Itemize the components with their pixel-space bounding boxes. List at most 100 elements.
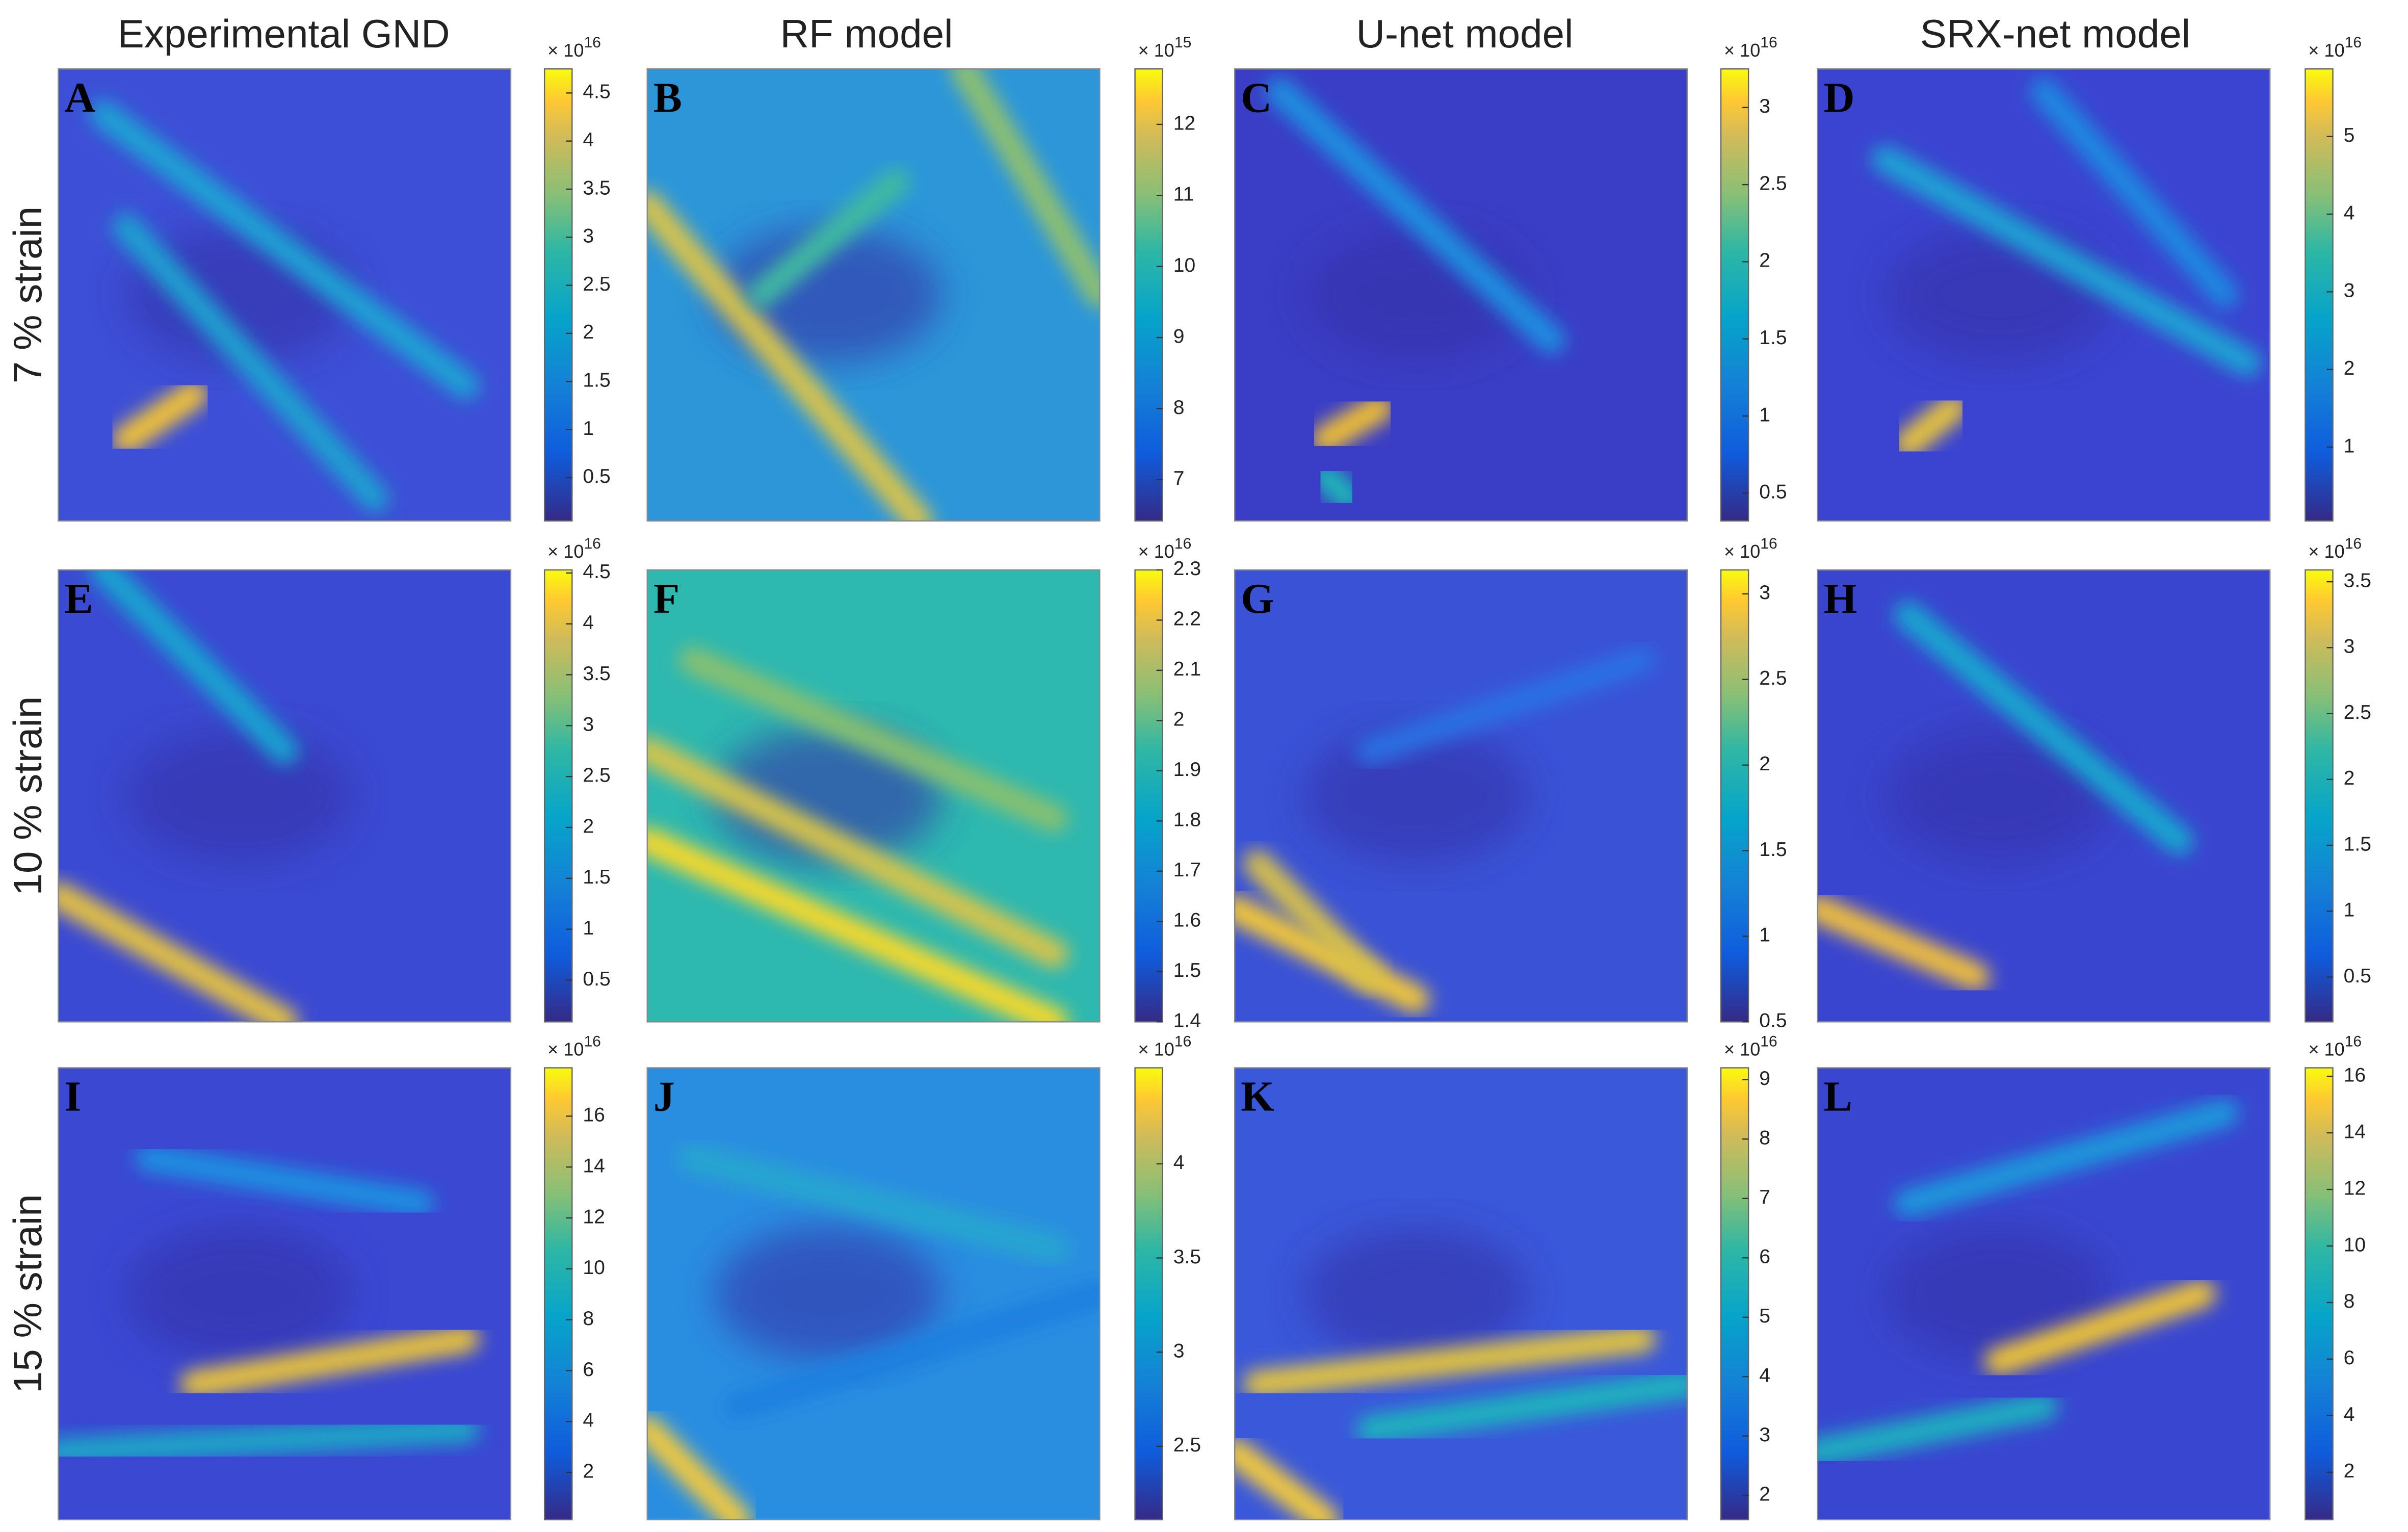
colorbar-tick-label: 2.5 (2344, 702, 2371, 723)
heatmap-streak (112, 213, 389, 512)
heatmap-streak (1235, 895, 1430, 1014)
colorbar-tick-label: 7 (1759, 1186, 1770, 1208)
heatmap-streak (724, 1280, 1100, 1421)
colorbar-tick-label: 4 (2344, 1404, 2355, 1425)
colorbar-tick-label: 1.8 (1173, 809, 1201, 831)
colorbar-tick-label: 4 (583, 1410, 594, 1432)
colorbar (2305, 569, 2334, 1023)
heatmap-shade (1885, 227, 2112, 363)
colorbar-tick-label: 2 (583, 321, 594, 343)
colorbar-tick-label: 2 (2344, 357, 2355, 379)
colorbar-tick-label: 1 (583, 418, 594, 439)
heatmap-streak (1894, 601, 2193, 855)
colorbar-tick-label: 1 (2344, 435, 2355, 457)
colorbar-exponent: × 1016 (2308, 1033, 2362, 1059)
colorbar-tick-label: 8 (583, 1308, 594, 1330)
colorbar-tick-label: 3.5 (583, 663, 610, 685)
colorbar-tick-label: 12 (2344, 1177, 2366, 1199)
colorbar-tick-label: 8 (1173, 397, 1185, 419)
colorbar-exponent: × 1015 (1138, 34, 1192, 61)
heatmap-frame (1817, 1067, 2271, 1521)
colorbar-exponent: × 1016 (547, 1033, 601, 1059)
heatmap-frame (1234, 569, 1688, 1023)
heatmap-streak (58, 1415, 480, 1466)
panel-letter: B (653, 74, 682, 121)
colorbar-tick-label: 3 (1173, 1340, 1185, 1362)
exponent-power: 16 (2345, 1033, 2362, 1050)
colorbar-tick-label: 1.7 (1173, 859, 1201, 881)
exponent-base: × 10 (1724, 40, 1760, 61)
colorbar-tick-label: 0.5 (583, 968, 610, 990)
colorbar-tick-label: 10 (1173, 254, 1195, 276)
colorbar-tick-label: 4 (1173, 1152, 1185, 1174)
exponent-base: × 10 (547, 1038, 584, 1059)
heatmap-shade (715, 728, 941, 864)
exponent-power: 16 (584, 34, 600, 51)
row-label: 10 % strain (5, 696, 50, 896)
colorbar (1134, 1067, 1163, 1521)
heatmap (1235, 1068, 1687, 1520)
colorbar-tick-label: 14 (583, 1155, 605, 1177)
exponent-power: 16 (1760, 34, 1777, 51)
heatmap (647, 1068, 1100, 1520)
colorbar-tick-label: 16 (2344, 1064, 2366, 1086)
heatmap-streak (1311, 462, 1362, 512)
heatmap-shade (1302, 1226, 1529, 1362)
colorbar-tick-label: 7 (1173, 468, 1185, 489)
colorbar-tick-label: 0.5 (1759, 1010, 1787, 1032)
colorbar-tick-label: 9 (1173, 325, 1185, 347)
colorbar (2305, 68, 2334, 522)
colorbar-tick-label: 2 (2344, 1460, 2355, 1482)
exponent-power: 16 (2345, 535, 2362, 552)
colorbar-tick-label: 1.4 (1173, 1010, 1201, 1032)
heatmap-streak (746, 168, 910, 309)
colorbar (543, 569, 573, 1023)
heatmap-streak (950, 69, 1100, 309)
heatmap (58, 569, 511, 1022)
colorbar-tick-label: 2.5 (1759, 667, 1787, 689)
colorbar-tick-label: 4 (2344, 202, 2355, 224)
colorbar-tick-label: 3 (583, 225, 594, 247)
heatmap (1817, 569, 2270, 1022)
heatmap-streak (1894, 1099, 2239, 1217)
colorbar-tick-label: 2.5 (1759, 172, 1787, 194)
heatmap-streak (1871, 145, 2261, 377)
colorbar-tick-label: 1 (1759, 924, 1770, 946)
heatmap-frame (646, 1067, 1101, 1521)
heatmap-streak (647, 191, 933, 521)
colorbar (543, 1067, 573, 1521)
colorbar-tick-label: 1.5 (583, 370, 610, 392)
colorbar-exponent: × 1016 (2308, 34, 2362, 61)
exponent-power: 16 (1760, 1033, 1777, 1050)
colorbar-tick-label: 2 (583, 1460, 594, 1482)
colorbar-tick-label: 10 (2344, 1234, 2366, 1256)
heatmap (647, 69, 1100, 521)
colorbar-tick-label: 4.5 (583, 81, 610, 103)
colorbar (1720, 68, 1749, 522)
heatmap (1817, 1068, 2270, 1520)
exponent-base: × 10 (547, 541, 584, 562)
panel-letter: D (1824, 74, 1855, 121)
colorbar-tick-label: 10 (583, 1257, 605, 1279)
exponent-power: 16 (584, 535, 600, 552)
colorbar-tick-label: 1 (1759, 404, 1770, 426)
column-title: SRX-net model (1920, 11, 2190, 56)
colorbar-tick-label: 2.3 (1173, 558, 1201, 580)
colorbar (1134, 68, 1163, 522)
heatmap-streak (1984, 1280, 2216, 1375)
panel-letter: C (1241, 74, 1272, 121)
colorbar-exponent: × 1016 (1138, 1033, 1192, 1059)
heatmap (647, 569, 1100, 1022)
colorbar-tick-label: 3 (1759, 95, 1770, 117)
heatmap-streak (180, 1325, 480, 1398)
colorbar-tick-label: 3 (2344, 280, 2355, 302)
column-title: Experimental GND (118, 11, 450, 56)
exponent-power: 16 (2345, 34, 2362, 51)
colorbar (543, 68, 573, 522)
colorbar-tick-label: 1.5 (1759, 327, 1787, 349)
colorbar (2305, 1067, 2334, 1521)
colorbar-tick-label: 2 (583, 815, 594, 837)
colorbar-tick-label: 6 (2344, 1347, 2355, 1369)
heatmap-streak (1311, 394, 1394, 454)
